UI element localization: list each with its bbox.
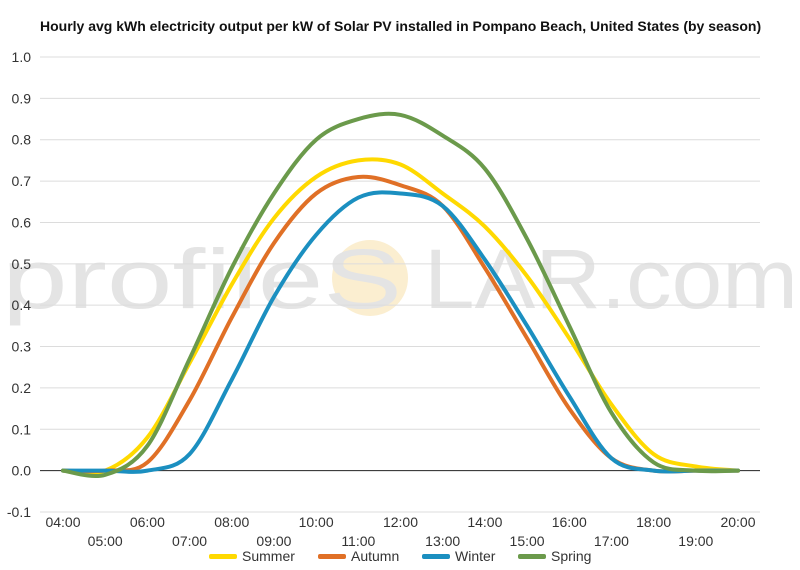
y-tick-label: 0.3 <box>12 339 32 355</box>
series-lines <box>61 111 740 478</box>
legend-swatch-spring <box>518 553 546 559</box>
legend-label-autumn: Autumn <box>351 548 400 564</box>
legend-item-autumn[interactable]: Autumn <box>318 548 399 564</box>
y-tick-label: 0.4 <box>12 297 32 313</box>
x-tick-label: 07:00 <box>172 533 207 549</box>
y-tick-label: 0.8 <box>12 132 32 148</box>
watermark-text-left: profileS <box>2 238 402 326</box>
series-line-autumn <box>61 174 740 474</box>
y-tick-label: 0.0 <box>12 463 32 479</box>
x-tick-label: 12:00 <box>383 514 418 530</box>
legend: Summer Autumn Winter Spring <box>0 548 800 568</box>
x-tick-label: 16:00 <box>552 514 587 530</box>
x-tick-label: 04:00 <box>45 514 80 530</box>
legend-swatch-autumn <box>318 553 346 559</box>
y-tick-label: 1.0 <box>12 49 32 65</box>
legend-label-summer: Summer <box>242 548 295 564</box>
x-tick-label: 14:00 <box>467 514 502 530</box>
x-tick-label: 11:00 <box>341 533 375 549</box>
y-tick-label: 0.5 <box>12 256 32 272</box>
x-tick-label: 05:00 <box>88 533 123 549</box>
series-line-winter <box>61 190 740 474</box>
y-axis-ticks: -0.1 0.0 0.1 0.2 0.3 0.4 0.5 0.6 0.7 0.8 0.9 1.0 <box>7 49 31 520</box>
y-tick-label: 0.7 <box>12 173 32 189</box>
legend-item-winter[interactable]: Winter <box>422 548 495 564</box>
watermark-sun-icon <box>332 240 408 316</box>
x-axis-ticks: 04:00 05:00 06:00 07:00 08:00 09:00 10:00 11:00… <box>45 514 755 549</box>
series-line-spring <box>61 111 740 478</box>
y-tick-label: 0.6 <box>12 214 32 230</box>
x-tick-label: 19:00 <box>678 533 713 549</box>
legend-item-summer[interactable]: Summer <box>209 548 295 564</box>
chart-title: Hourly avg kWh electricity output per kW… <box>40 18 762 34</box>
x-tick-label: 13:00 <box>425 533 460 549</box>
x-tick-label: 18:00 <box>636 514 671 530</box>
x-tick-label: 17:00 <box>594 533 629 549</box>
legend-swatch-winter <box>422 553 450 559</box>
x-tick-label: 08:00 <box>214 514 249 530</box>
legend-label-spring: Spring <box>551 548 592 564</box>
series-line-summer <box>61 157 740 476</box>
watermark-text-right: LAR.com <box>424 238 798 326</box>
legend-item-spring[interactable]: Spring <box>518 548 591 564</box>
x-tick-label: 09:00 <box>256 533 291 549</box>
y-tick-label: 0.9 <box>12 90 32 106</box>
watermark: profileS LAR.com <box>2 238 798 326</box>
x-tick-label: 15:00 <box>510 533 545 549</box>
y-tick-label: -0.1 <box>7 504 31 520</box>
legend-label-winter: Winter <box>455 548 496 564</box>
x-tick-label: 20:00 <box>720 514 755 530</box>
y-tick-label: 0.1 <box>12 421 32 437</box>
legend-swatch-summer <box>209 553 237 559</box>
x-tick-label: 06:00 <box>130 514 165 530</box>
x-tick-label: 10:00 <box>299 514 334 530</box>
y-tick-label: 0.2 <box>12 380 32 396</box>
